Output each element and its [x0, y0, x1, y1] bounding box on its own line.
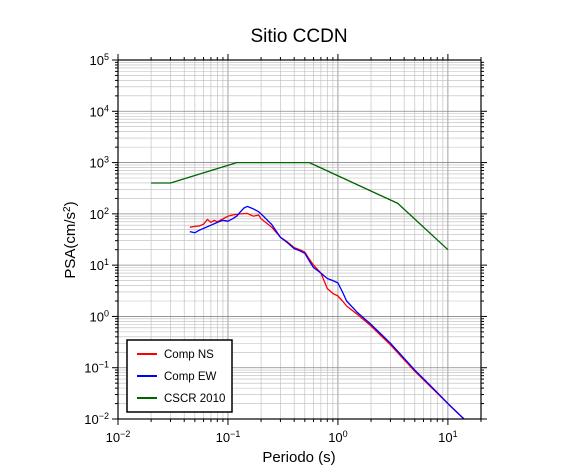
- y-tick-label-exp: 5: [104, 52, 109, 62]
- x-tick-label-base: 10: [106, 430, 120, 445]
- x-tick-label-base: 10: [438, 430, 452, 445]
- x-tick-label: 10−1: [216, 429, 241, 445]
- y-tick-label-exp: −2: [99, 411, 109, 421]
- y-tick-label-exp: 1: [104, 257, 109, 267]
- y-tick-label-base: 10: [84, 361, 98, 376]
- x-tick-label-exp: −1: [230, 429, 240, 439]
- y-tick-label: 103: [90, 155, 109, 171]
- y-tick-label-exp: −1: [99, 360, 109, 370]
- series-layer: [151, 161, 465, 419]
- y-tick-label-base: 10: [90, 258, 104, 273]
- y-tick-label-base: 10: [90, 309, 104, 324]
- series-line-2: [151, 161, 449, 251]
- y-tick-label-exp: 0: [104, 308, 109, 318]
- legend-label: CSCR 2010: [164, 393, 225, 405]
- x-tick-label: 100: [328, 429, 347, 445]
- y-tick-label-base: 10: [90, 53, 104, 68]
- y-tick-label: 10−1: [84, 360, 109, 376]
- x-tick-label: 101: [438, 429, 457, 445]
- legend-label: Comp NS: [164, 349, 214, 361]
- x-tick-label-exp: −2: [120, 429, 130, 439]
- y-axis-label-close: ): [62, 201, 79, 206]
- y-tick-label: 101: [90, 257, 109, 273]
- y-axis-label-main: PSA(cm/s: [62, 212, 79, 279]
- y-tick-label-base: 10: [90, 104, 104, 119]
- chart-title: Sitio CCDN: [250, 26, 347, 47]
- y-tick-label: 104: [90, 103, 109, 119]
- tick-marks: [112, 54, 487, 425]
- y-tick-label-base: 10: [90, 207, 104, 222]
- y-tick-label-exp: 3: [104, 155, 109, 165]
- y-tick-label-exp: 2: [104, 206, 109, 216]
- x-axis-label: Periodo (s): [262, 449, 335, 466]
- y-tick-label-base: 10: [90, 156, 104, 171]
- x-tick-labels: 10−2 10−1 100 101: [106, 429, 458, 445]
- x-tick-label: 10−2: [106, 429, 131, 445]
- series-line-1: [189, 205, 465, 419]
- legend: Comp NS Comp EW CSCR 2010: [126, 339, 233, 413]
- y-axis-label-sup: 2: [62, 206, 73, 212]
- x-tick-label-base: 10: [328, 430, 342, 445]
- y-tick-label: 10−2: [84, 411, 109, 427]
- y-tick-label: 105: [90, 52, 109, 68]
- legend-label: Comp EW: [164, 371, 217, 383]
- y-axis-label: PSA(cm/s2): [62, 201, 80, 278]
- x-tick-label-base: 10: [216, 430, 230, 445]
- y-tick-label-base: 10: [84, 412, 98, 427]
- y-tick-label: 102: [90, 206, 109, 222]
- plot-frame: [117, 59, 482, 420]
- x-tick-label-exp: 0: [343, 429, 348, 439]
- y-tick-label-exp: 4: [104, 103, 109, 113]
- y-tick-label: 100: [90, 308, 109, 324]
- x-tick-label-exp: 1: [453, 429, 458, 439]
